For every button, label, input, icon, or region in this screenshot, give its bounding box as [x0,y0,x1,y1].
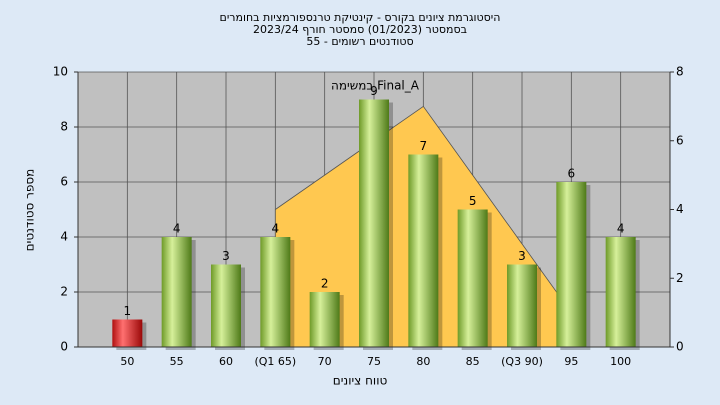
x-tick-label: 75 [367,355,381,368]
y2-tick-label: 2 [676,271,684,285]
y2-tick-label: 8 [676,65,684,79]
y-tick-label: 2 [60,285,68,299]
data-label: 9 [370,84,378,98]
x-tick-label: 100 [610,355,631,368]
bar [359,99,389,347]
x-tick-label: 70 [318,355,332,368]
bar [112,319,143,347]
chart-title: היסטוגרמת ציונים בקורס - קינטיקת טרנספור… [220,11,501,24]
x-tick-label: 55 [170,355,184,368]
data-label: 7 [420,139,428,153]
data-label: 4 [173,222,181,236]
data-label: 6 [568,167,576,181]
bar [408,154,439,347]
y2-tick-label: 6 [676,133,684,147]
bar [211,264,241,347]
x-tick-label: 85 [466,355,480,368]
x-tick-label: (Q1 65) [254,355,296,368]
bar [605,237,636,347]
chart-subtitle: סטודנטים רשומים - 55 [306,35,413,48]
y-tick-label: 8 [60,120,68,134]
bar [260,237,291,347]
y-tick-label: 0 [60,340,68,354]
data-label: 1 [124,304,132,318]
annotation: במשימה Final_A [331,79,420,93]
chart-subtitle: בסמסטר (01/2023) סמסטר חורף 2023/24 [253,23,467,36]
y-axis-label: מספר סטודנטים [23,169,37,252]
x-tick-label: 80 [416,355,430,368]
data-label: 3 [222,249,230,263]
data-label: 3 [518,249,526,263]
bar [556,182,587,347]
x-tick-label: 50 [120,355,134,368]
x-tick-label: 60 [219,355,233,368]
y2-tick-label: 0 [676,340,684,354]
data-label: 5 [469,194,477,208]
data-label: 4 [272,222,280,236]
bar [507,264,537,347]
bar [161,237,192,347]
data-label: 4 [617,222,625,236]
y-tick-label: 6 [60,175,68,189]
bar [457,209,488,347]
bar [309,292,340,347]
y2-tick-label: 4 [676,202,684,216]
x-tick-label: (Q3 90) [501,355,543,368]
data-label: 2 [321,277,329,291]
y-tick-label: 10 [53,65,68,79]
x-tick-label: 95 [564,355,578,368]
x-axis-label: טווח ציונים [333,374,388,388]
y-tick-label: 4 [60,230,68,244]
